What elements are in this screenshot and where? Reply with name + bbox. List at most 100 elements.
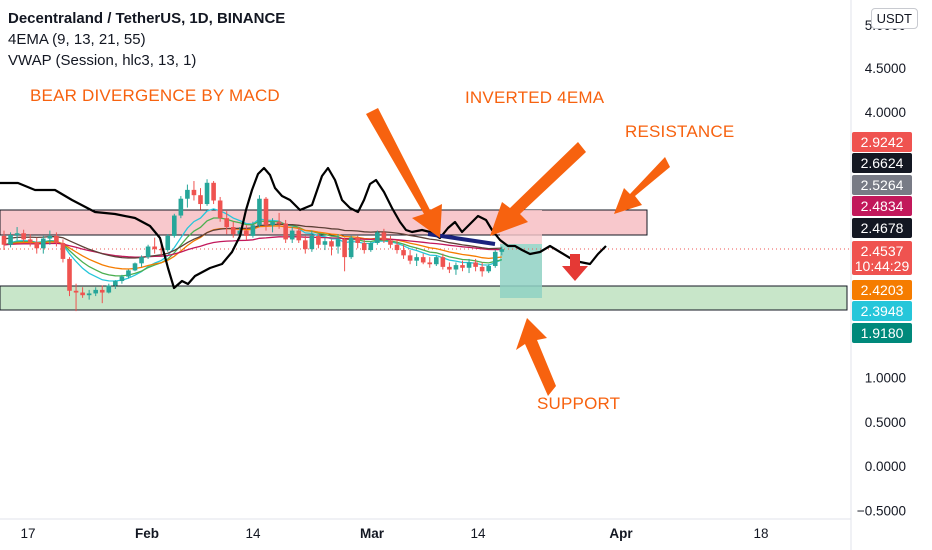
candle-body[interactable] [420, 257, 426, 263]
candle-body[interactable] [486, 265, 491, 272]
candle-body[interactable] [335, 239, 341, 247]
candle-body[interactable] [27, 239, 33, 243]
candle-body[interactable] [303, 240, 308, 250]
ema-indicator-label[interactable]: 4EMA (9, 13, 21, 55) [8, 31, 146, 48]
candle-body[interactable] [211, 182, 216, 201]
candle-body[interactable] [401, 250, 406, 256]
resistance-zone[interactable] [0, 209, 648, 236]
price-tag [852, 280, 912, 300]
candle-body[interactable] [14, 233, 20, 236]
candle-body[interactable] [113, 281, 118, 286]
candle-body[interactable] [263, 198, 269, 226]
candle-body[interactable] [8, 235, 13, 245]
candle-body[interactable] [54, 235, 59, 243]
candle-body[interactable] [60, 242, 66, 259]
resistance-arrow[interactable] [614, 157, 670, 214]
candle-body[interactable] [453, 265, 459, 270]
candle-body[interactable] [185, 189, 190, 199]
candle-body[interactable] [172, 215, 177, 236]
candle-body[interactable] [224, 218, 229, 228]
candle-body[interactable] [244, 230, 249, 236]
support-annotation: SUPPORT [537, 394, 621, 413]
candle-body[interactable] [434, 257, 439, 265]
candle-body[interactable] [204, 182, 210, 205]
candle-body[interactable] [93, 289, 98, 294]
candle-body[interactable] [230, 227, 236, 235]
candle-body[interactable] [407, 255, 413, 261]
support-arrow[interactable] [516, 318, 556, 396]
candle-body[interactable] [178, 198, 184, 216]
candle-body[interactable] [73, 290, 79, 293]
candle-body[interactable] [473, 262, 478, 267]
candle-body[interactable] [217, 200, 223, 219]
candle-body[interactable] [460, 265, 465, 268]
candle-body[interactable] [158, 249, 164, 251]
candle-body[interactable] [355, 237, 360, 243]
candle-body[interactable] [126, 270, 131, 277]
symbol-title: Decentraland / TetherUS, 1D, BINANCE [8, 10, 286, 27]
price-tag-label: 2.9242 [861, 134, 904, 150]
candle-body[interactable] [191, 189, 197, 196]
candle-body[interactable] [257, 198, 262, 226]
candle-body[interactable] [309, 235, 315, 250]
bear-divergence-annotation: BEAR DIVERGENCE BY MACD [30, 86, 280, 105]
candle-body[interactable] [381, 232, 387, 241]
macd-line[interactable] [0, 166, 607, 290]
price-tag [852, 175, 912, 195]
candle-body[interactable] [368, 242, 374, 251]
candle-body[interactable] [276, 221, 282, 224]
candle-body[interactable] [34, 242, 40, 249]
candle-body[interactable] [361, 242, 367, 251]
candle-body[interactable] [440, 257, 446, 267]
candle-body[interactable] [316, 235, 321, 245]
x-tick-label: Feb [135, 526, 159, 541]
candle-body[interactable] [80, 292, 85, 296]
candle-body[interactable] [342, 239, 347, 258]
candle-body[interactable] [329, 241, 334, 247]
candle-body[interactable] [250, 225, 256, 236]
candle-body[interactable] [322, 241, 328, 245]
candle-body[interactable] [86, 293, 92, 296]
candle-body[interactable] [375, 232, 380, 243]
candle-body[interactable] [198, 195, 203, 205]
price-tag [852, 153, 912, 173]
candle-body[interactable] [270, 221, 275, 226]
candle-body[interactable] [466, 262, 472, 268]
candle-body[interactable] [99, 289, 105, 293]
candle-body[interactable] [47, 235, 53, 239]
candle-body[interactable] [348, 237, 354, 258]
candle-body[interactable] [145, 246, 151, 258]
vwap-indicator-label[interactable]: VWAP (Session, hlc3, 13, 1) [8, 52, 197, 69]
candle-body[interactable] [132, 263, 138, 271]
x-tick-label: 14 [470, 526, 486, 541]
candle-body[interactable] [283, 223, 288, 240]
candle-body[interactable] [414, 257, 419, 261]
candle-body[interactable] [479, 266, 485, 272]
inverted-ema-arrow[interactable] [490, 142, 586, 236]
candle-body[interactable] [67, 258, 72, 291]
chart-legend: Decentraland / TetherUS, 1D, BINANCE 4EM… [8, 8, 285, 71]
candle-body[interactable] [289, 230, 295, 240]
candle-body[interactable] [152, 246, 157, 250]
price-tag-label: 2.4203 [861, 282, 904, 298]
candle-body[interactable] [106, 285, 112, 293]
candle-body[interactable] [296, 230, 302, 241]
price-tag-label: 2.5264 [861, 177, 904, 193]
candle-body[interactable] [427, 262, 433, 265]
candle-body[interactable] [165, 235, 171, 251]
candle-body[interactable] [499, 249, 505, 252]
candle-body[interactable] [492, 251, 498, 266]
support-zone[interactable] [0, 285, 848, 311]
price-tag [852, 218, 912, 238]
candle-body[interactable] [394, 244, 400, 251]
candle-body[interactable] [388, 240, 393, 245]
candle-body[interactable] [41, 238, 46, 249]
candle-body[interactable] [139, 257, 144, 264]
candle-body[interactable] [1, 235, 7, 245]
candle-body[interactable] [119, 276, 125, 282]
candle-body[interactable] [21, 233, 26, 240]
divergence-arrow[interactable] [366, 108, 442, 238]
currency-button[interactable]: USDT [870, 8, 918, 29]
candle-body[interactable] [447, 266, 452, 270]
